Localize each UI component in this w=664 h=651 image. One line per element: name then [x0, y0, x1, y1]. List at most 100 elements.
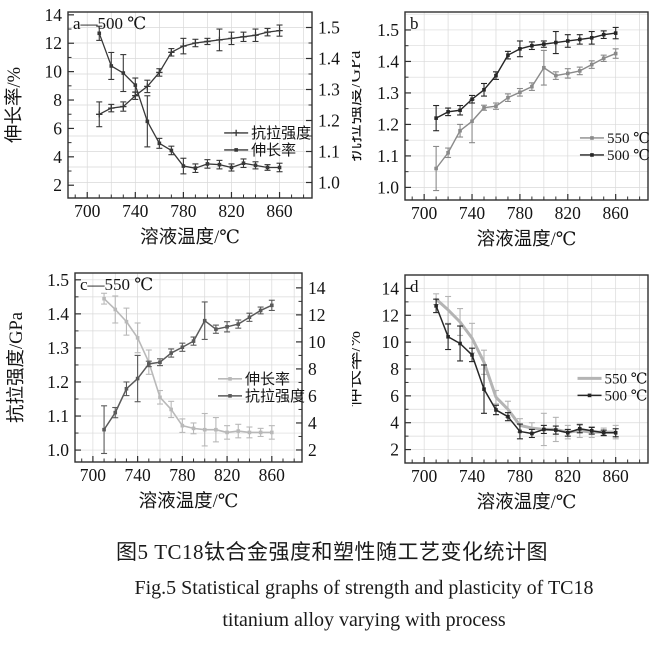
svg-text:1.2: 1.2 — [377, 114, 399, 134]
svg-text:1.3: 1.3 — [47, 338, 69, 358]
subplot-b-chart: 700 740 780 820 860 溶液温度/℃ 1.0 1.1 1.2 1.3 1.4 1.5 抗… — [352, 11, 650, 250]
svg-text:1.0: 1.0 — [47, 440, 69, 460]
svg-text:740: 740 — [459, 466, 486, 486]
subplot-a-chart: 700 740 780 820 860 溶液温度/℃ 2 4 6 8 10 12 14 伸长率/% 1.0 1… — [4, 5, 340, 248]
svg-text:1.2: 1.2 — [318, 111, 340, 131]
svg-text:860: 860 — [603, 203, 630, 223]
svg-text:820: 820 — [218, 201, 245, 221]
svg-text:740: 740 — [459, 203, 486, 223]
caption-english-line1: Fig.5 Statistical graphs of strength and… — [134, 577, 594, 599]
svg-text:10: 10 — [45, 62, 63, 82]
svg-text:860: 860 — [266, 201, 293, 221]
svg-text:伸长率: 伸长率 — [251, 142, 296, 159]
svg-text:1.4: 1.4 — [47, 304, 69, 324]
svg-text:820: 820 — [214, 465, 241, 485]
svg-text:a—500 ℃: a—500 ℃ — [73, 14, 146, 33]
axes-a: 700 740 780 820 860 溶液温度/℃ 2 4 6 8 10 12 14 伸长率/% 1.0 1… — [4, 5, 340, 248]
subplot-d: 700 740 780 820 860 溶液温度/℃ 2 4 6 8 10 12 14 伸长率/% d 550… — [352, 256, 664, 525]
svg-text:1.2: 1.2 — [47, 372, 69, 392]
svg-text:8: 8 — [308, 359, 317, 379]
svg-text:4: 4 — [308, 413, 317, 433]
svg-text:12: 12 — [382, 305, 400, 325]
svg-text:6: 6 — [308, 386, 317, 406]
subplot-b: 700 740 780 820 860 溶液温度/℃ 1.0 1.1 1.2 1.3 1.4 1.5 抗… — [352, 0, 664, 256]
svg-text:10: 10 — [308, 332, 326, 352]
svg-text:10: 10 — [382, 332, 400, 352]
svg-text:伸长率/%: 伸长率/% — [4, 67, 25, 143]
svg-text:2: 2 — [308, 440, 317, 460]
svg-text:抗拉强度: 抗拉强度 — [245, 388, 305, 405]
svg-text:6: 6 — [390, 386, 399, 406]
svg-text:抗拉强度/GPa: 抗拉强度/GPa — [6, 312, 27, 423]
svg-text:c—550 ℃: c—550 ℃ — [80, 275, 153, 294]
subplot-d-chart: 700 740 780 820 860 溶液温度/℃ 2 4 6 8 10 12 14 伸长率/% d 550… — [352, 274, 649, 513]
svg-text:700: 700 — [411, 466, 438, 486]
svg-text:b: b — [410, 14, 419, 33]
svg-text:700: 700 — [80, 465, 107, 485]
svg-text:2: 2 — [53, 175, 62, 195]
svg-text:700: 700 — [74, 201, 101, 221]
svg-text:14: 14 — [45, 5, 63, 25]
svg-text:780: 780 — [507, 466, 534, 486]
grid-c — [75, 273, 302, 462]
svg-text:溶液温度/℃: 溶液温度/℃ — [477, 492, 577, 513]
svg-text:500 ℃: 500 ℃ — [607, 148, 650, 164]
axes-d: 700 740 780 820 860 溶液温度/℃ 2 4 6 8 10 12 14 伸长率/% d — [352, 274, 649, 513]
svg-text:500 ℃: 500 ℃ — [605, 388, 648, 404]
svg-text:8: 8 — [390, 359, 399, 379]
series-a-伸长率 — [96, 25, 283, 175]
grid-a — [68, 11, 312, 199]
svg-text:780: 780 — [170, 201, 197, 221]
svg-text:12: 12 — [308, 305, 326, 325]
svg-text:14: 14 — [382, 278, 400, 298]
svg-text:6: 6 — [53, 118, 62, 138]
subplot-c: 700 740 780 820 860 溶液温度/℃ 1.0 1.1 1.2 1.3 1.4 1.5 抗… — [0, 256, 352, 525]
svg-text:溶液温度/℃: 溶液温度/℃ — [477, 229, 577, 250]
svg-text:550 ℃: 550 ℃ — [607, 131, 650, 147]
svg-text:4: 4 — [53, 147, 62, 167]
svg-text:2: 2 — [390, 440, 399, 460]
svg-text:溶液温度/℃: 溶液温度/℃ — [139, 491, 239, 512]
svg-text:伸长率: 伸长率 — [245, 371, 290, 388]
svg-text:1.5: 1.5 — [377, 20, 399, 40]
caption-chinese: 图5 TC18钛合金强度和塑性随工艺变化统计图 — [115, 540, 549, 564]
svg-text:d: d — [410, 277, 419, 296]
axes-b: 700 740 780 820 860 溶液温度/℃ 1.0 1.1 1.2 1.3 1.4 1.5 抗… — [352, 11, 649, 250]
subplot-a: 700 740 780 820 860 溶液温度/℃ 2 4 6 8 10 12 14 伸长率/% 1.0 1… — [0, 0, 352, 256]
svg-text:12: 12 — [45, 33, 63, 53]
svg-text:伸长率/%: 伸长率/% — [352, 331, 365, 407]
subplot-c-chart: 700 740 780 820 860 溶液温度/℃ 1.0 1.1 1.2 1.3 1.4 1.5 抗… — [6, 270, 326, 512]
svg-text:1.3: 1.3 — [377, 83, 399, 103]
svg-text:1.4: 1.4 — [377, 51, 399, 71]
svg-text:1.0: 1.0 — [318, 173, 340, 193]
series-b-500 ℃ — [433, 26, 619, 132]
svg-text:抗拉强度: 抗拉强度 — [251, 125, 311, 142]
svg-text:740: 740 — [122, 201, 149, 221]
caption-english-line2: titanium alloy varying with process — [222, 609, 506, 631]
grid-b — [405, 12, 648, 200]
svg-text:1.1: 1.1 — [318, 142, 340, 162]
svg-text:1.1: 1.1 — [377, 146, 399, 166]
svg-text:550 ℃: 550 ℃ — [605, 371, 648, 387]
svg-text:1.5: 1.5 — [47, 270, 69, 290]
figure-captions: 图5 TC18钛合金强度和塑性随工艺变化统计图 Fig.5 Statistica… — [0, 530, 664, 632]
svg-text:780: 780 — [169, 465, 196, 485]
svg-text:860: 860 — [603, 466, 630, 486]
svg-text:860: 860 — [259, 465, 286, 485]
svg-text:700: 700 — [411, 203, 438, 223]
series-b-550 ℃ — [433, 48, 619, 192]
svg-text:14: 14 — [308, 278, 326, 298]
series-c-抗拉强度 — [101, 299, 275, 455]
svg-text:820: 820 — [555, 466, 582, 486]
svg-text:1.4: 1.4 — [318, 49, 340, 69]
svg-text:4: 4 — [390, 413, 399, 433]
svg-text:8: 8 — [53, 90, 62, 110]
axes-c: 700 740 780 820 860 溶液温度/℃ 1.0 1.1 1.2 1.3 1.4 1.5 抗… — [6, 270, 326, 512]
series-a-抗拉强度 — [96, 24, 283, 128]
series-c-伸长率 — [101, 292, 275, 447]
